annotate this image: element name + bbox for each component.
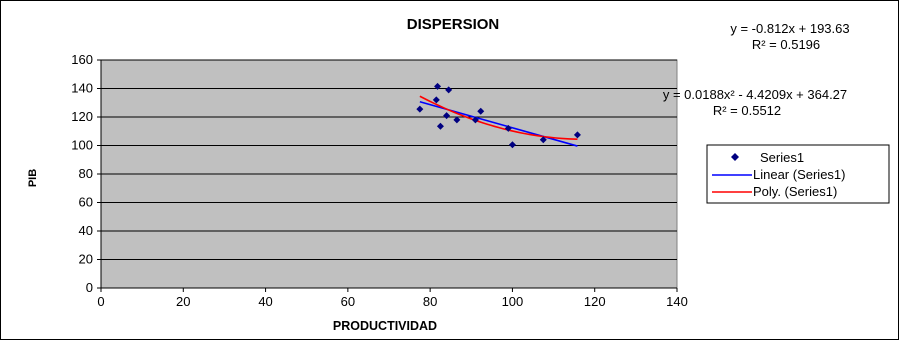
legend-label-poly: Poly. (Series1) bbox=[753, 184, 837, 199]
y-tick-label-20: 20 bbox=[79, 252, 93, 267]
data-point bbox=[508, 141, 516, 149]
linear-equation-label: y = -0.812x + 193.63 bbox=[730, 21, 849, 36]
x-tick-label-120: 120 bbox=[584, 294, 606, 309]
legend-box bbox=[706, 144, 890, 204]
legend-label-linear: Linear (Series1) bbox=[753, 167, 846, 182]
data-point bbox=[443, 112, 451, 120]
poly-trendline bbox=[419, 95, 578, 140]
x-tick-label-140: 140 bbox=[666, 294, 688, 309]
data-point bbox=[453, 116, 461, 124]
data-point bbox=[432, 96, 440, 104]
y-tick-label-60: 60 bbox=[79, 195, 93, 210]
y-tick-label-0: 0 bbox=[86, 280, 93, 295]
legend-label-series1: Series1 bbox=[760, 150, 804, 165]
poly-r2-label: R² = 0.5512 bbox=[713, 103, 781, 118]
x-axis-label: PRODUCTIVIDAD bbox=[333, 319, 437, 333]
data-point bbox=[471, 116, 479, 124]
data-point bbox=[477, 107, 485, 115]
chart-title: DISPERSION bbox=[407, 16, 500, 33]
legend-marker-series1 bbox=[731, 153, 739, 161]
data-point bbox=[573, 131, 581, 139]
data-point bbox=[445, 86, 453, 94]
x-tick-label-0: 0 bbox=[97, 294, 104, 309]
y-tick-label-40: 40 bbox=[79, 223, 93, 238]
y-tick-label-140: 140 bbox=[71, 81, 93, 96]
legend: Series1 Linear (Series1) Poly. (Series1) bbox=[706, 144, 890, 204]
data-point bbox=[436, 122, 444, 130]
data-point bbox=[434, 82, 442, 90]
x-tick-label-20: 20 bbox=[176, 294, 190, 309]
data-point bbox=[504, 124, 512, 132]
y-tick-label-100: 100 bbox=[71, 138, 93, 153]
data-point bbox=[416, 105, 424, 113]
y-tick-label-80: 80 bbox=[79, 166, 93, 181]
linear-r2-label: R² = 0.5196 bbox=[752, 37, 820, 52]
y-tick-label-160: 160 bbox=[71, 52, 93, 67]
x-tick-label-100: 100 bbox=[502, 294, 524, 309]
x-tick-label-40: 40 bbox=[258, 294, 272, 309]
data-point bbox=[539, 136, 547, 144]
x-tick-label-80: 80 bbox=[423, 294, 437, 309]
poly-equation-label: y = 0.0188x² - 4.4209x + 364.27 bbox=[663, 87, 847, 102]
y-tick-label-120: 120 bbox=[71, 109, 93, 124]
x-tick-label-60: 60 bbox=[341, 294, 355, 309]
y-axis-label: PIB bbox=[27, 169, 39, 187]
